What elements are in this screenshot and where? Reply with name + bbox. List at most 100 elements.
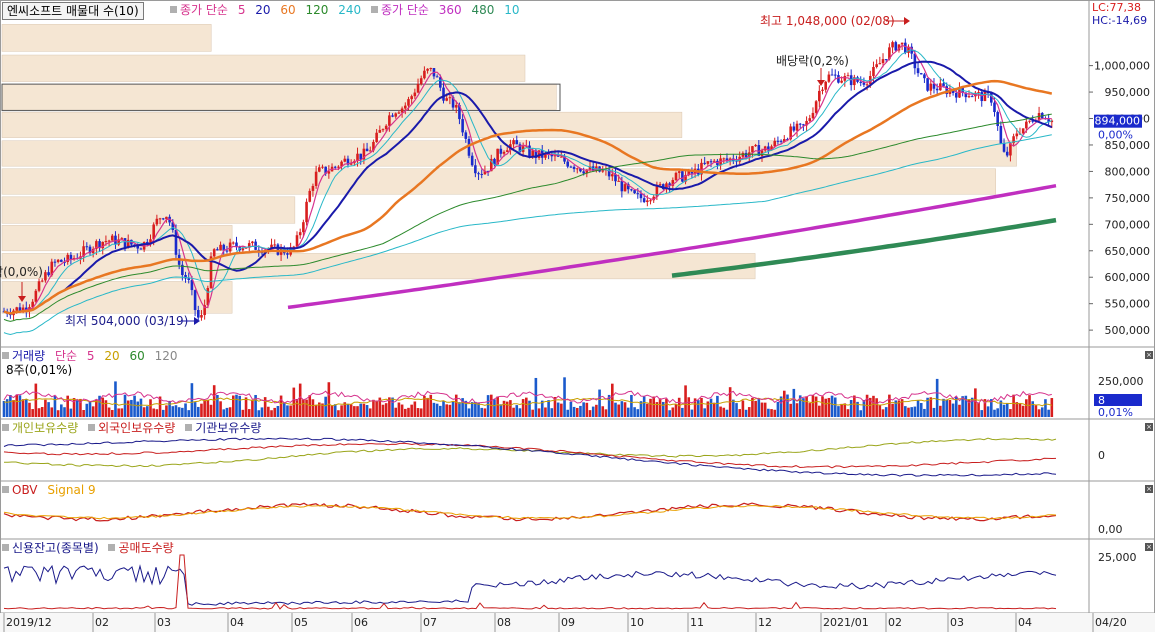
volume-bar-24: [79, 398, 82, 417]
volume-bar-86: [276, 406, 280, 417]
volume-bar-45: [146, 406, 149, 417]
candle-body-176: [563, 156, 566, 162]
volume-bar-180: [575, 407, 579, 417]
candle-body-54: [174, 229, 178, 255]
current-pct-label: 0,00%: [1098, 129, 1133, 142]
volume-bar-77: [247, 409, 251, 417]
candle-body-69: [222, 244, 226, 251]
volume-bar-65: [209, 404, 213, 417]
volume-bar-23: [75, 400, 79, 417]
candle-body-220: [703, 162, 706, 164]
candle-body-112: [359, 153, 363, 160]
volume-bar-63: [203, 400, 206, 417]
ma-120-label: 120: [305, 3, 329, 17]
candle-body-127: [407, 99, 410, 106]
volume-bar-92: [295, 399, 299, 417]
volume-bar-179: [572, 406, 576, 417]
volume-bar-246: [786, 394, 789, 417]
candle-150: [480, 169, 484, 179]
candle-body-57: [184, 275, 187, 279]
volume-bar-209: [668, 410, 671, 417]
holdings-panel-close-icon[interactable]: ×: [1145, 423, 1153, 431]
volume-bar-236: [754, 400, 757, 417]
candle-body-97: [311, 185, 315, 191]
candle-292: [932, 78, 936, 94]
volume-panel-close-icon[interactable]: ×: [1145, 351, 1153, 359]
candle-body-312: [996, 112, 999, 126]
candle-body-62: [200, 315, 203, 318]
candle-body-150: [480, 173, 484, 175]
y-tick-label-5: 750,000: [1105, 192, 1151, 205]
candle-body-175: [560, 156, 563, 158]
candle-97: [311, 183, 315, 197]
candle-296: [945, 82, 949, 98]
volume-bar-54: [174, 405, 178, 417]
candle-body-318: [1015, 133, 1019, 137]
volume-bar-27: [88, 401, 92, 417]
volume-bar-186: [595, 404, 598, 417]
y-tick-label-8: 600,000: [1105, 271, 1151, 284]
candle-body-329: [1050, 120, 1054, 123]
ma-240-label: 240: [338, 3, 362, 17]
candle-196: [626, 182, 630, 194]
credit-panel-close-icon[interactable]: ×: [1145, 543, 1153, 551]
candle-body-123: [394, 113, 398, 117]
candle-96: [308, 188, 312, 203]
candle-body-37: [120, 238, 124, 240]
volume-bar-231: [738, 409, 741, 417]
volume-bar-9: [31, 409, 34, 417]
volume-bar-132: [423, 395, 426, 417]
volume-bar-105: [337, 410, 340, 417]
candle-126: [403, 102, 407, 115]
candle-body-179: [572, 166, 576, 170]
candle-body-27: [88, 246, 92, 254]
volume-bar-227: [725, 409, 729, 417]
volume-bar-79: [254, 394, 257, 417]
candle-body-105: [337, 166, 340, 168]
candle-body-201: [642, 198, 646, 203]
volume-bar-8: [28, 402, 31, 417]
volume-bar-91: [292, 387, 296, 417]
low-arrow-icon: [194, 317, 200, 325]
candle-body-116: [372, 141, 375, 151]
volume-bar-324: [1034, 405, 1038, 417]
candle-64: [206, 285, 210, 309]
obv-legend: OBV Signal 9: [2, 482, 102, 498]
volume-bar-245: [782, 390, 786, 417]
ma-480-label: 480: [471, 3, 495, 17]
candle-body-247: [789, 126, 792, 140]
volume-bar-257: [821, 396, 824, 417]
candle-body-194: [620, 180, 624, 192]
candle-328: [1047, 113, 1050, 126]
volume-bar-82: [263, 397, 267, 417]
candle-body-22: [72, 258, 76, 260]
volume-bar-99: [318, 402, 321, 417]
ma-360-label: 360: [438, 3, 462, 17]
candle-body-214: [684, 175, 687, 182]
candle-body-265: [846, 75, 850, 77]
candle-body-188: [601, 170, 605, 172]
candle-body-276: [881, 59, 885, 64]
candle-body-29: [95, 241, 98, 249]
volume-bar-295: [942, 398, 945, 417]
chart-title[interactable]: 엔씨소프트 매물대 수(10): [2, 2, 144, 20]
volume-bar-125: [400, 404, 404, 417]
candle-68: [219, 241, 222, 251]
ma-120-line: [3, 113, 1052, 322]
candle-238: [760, 148, 764, 162]
obv-panel-close-icon[interactable]: ×: [1145, 485, 1153, 493]
volume-bar-84: [270, 410, 273, 417]
candle-body-34: [110, 235, 114, 241]
candle-body-4: [15, 307, 19, 311]
individual-holdings-label: 개인보유수량: [12, 421, 79, 435]
x-tick-label-15: 04: [1018, 616, 1032, 629]
individual-holdings-line: [4, 437, 1057, 468]
candle-body-184: [588, 166, 592, 170]
institution-holdings-line: [3, 437, 1057, 477]
candle-body-142: [454, 105, 458, 108]
candle-94: [302, 219, 305, 238]
candle-129: [413, 88, 417, 99]
volume-bar-94: [302, 399, 305, 417]
candle-body-316: [1009, 143, 1012, 156]
